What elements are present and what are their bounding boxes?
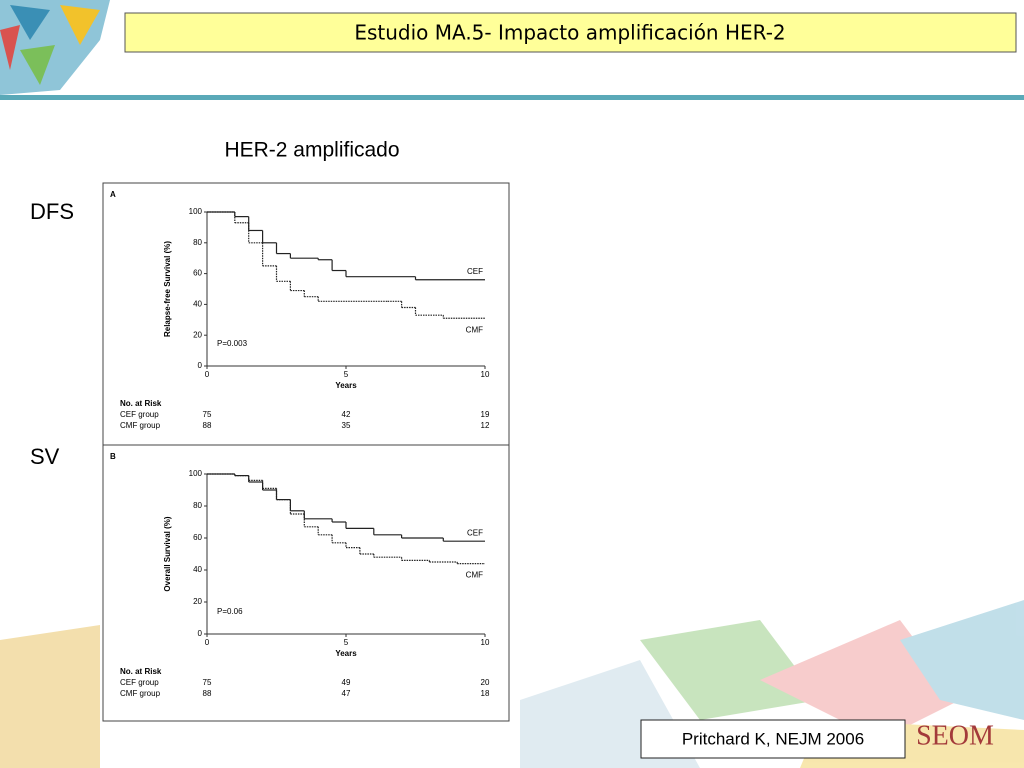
series-label: CMF: [466, 571, 483, 580]
x-tick-label: 0: [205, 638, 210, 647]
risk-count: 75: [203, 410, 212, 419]
series-label: CMF: [466, 325, 483, 334]
row-label: SV: [30, 444, 60, 469]
y-tick-label: 80: [193, 501, 202, 510]
risk-count: 42: [342, 410, 351, 419]
y-tick-label: 20: [193, 597, 202, 606]
series-label: CEF: [467, 528, 483, 537]
y-tick-label: 100: [189, 207, 203, 216]
x-tick-label: 5: [344, 370, 349, 379]
panel-label: B: [110, 452, 116, 461]
y-tick-label: 0: [198, 361, 203, 370]
x-tick-label: 10: [481, 638, 490, 647]
risk-count: 47: [342, 689, 351, 698]
risk-count: 12: [481, 421, 490, 430]
risk-count: 19: [481, 410, 490, 419]
x-axis-title: Years: [335, 649, 357, 658]
risk-count: 88: [203, 421, 212, 430]
slide-title: Estudio MA.5- Impacto amplificación HER-…: [354, 21, 785, 45]
annotation: P=0.003: [217, 339, 248, 348]
x-tick-label: 5: [344, 638, 349, 647]
title-box: [124, 12, 1017, 53]
y-tick-label: 20: [193, 330, 202, 339]
x-axis-title: Years: [335, 381, 357, 390]
panel-label: A: [110, 190, 116, 199]
y-tick-label: 80: [193, 238, 202, 247]
row-label: DFS: [30, 199, 74, 224]
header-rule: [0, 95, 1024, 100]
risk-row-label: CMF group: [120, 689, 161, 698]
subtitle: HER-2 amplificado: [224, 139, 399, 162]
annotation: P=0.06: [217, 607, 243, 616]
y-tick-label: 40: [193, 565, 202, 574]
risk-count: 35: [342, 421, 351, 430]
risk-count: 88: [203, 689, 212, 698]
mosaic-top: [0, 0, 110, 95]
risk-count: 20: [481, 678, 490, 687]
panel-frame: [102, 182, 510, 446]
risk-table-title: No. at Risk: [120, 399, 162, 408]
logo: SEOM: [916, 720, 994, 751]
y-tick-label: 100: [189, 469, 203, 478]
y-axis-title: Relapse-free Survival (%): [163, 241, 172, 337]
risk-table-title: No. at Risk: [120, 667, 162, 676]
series-label: CEF: [467, 267, 483, 276]
y-tick-label: 60: [193, 269, 202, 278]
y-tick-label: 60: [193, 533, 202, 542]
risk-row-label: CEF group: [120, 410, 159, 419]
x-tick-label: 10: [481, 370, 490, 379]
y-tick-label: 0: [198, 629, 203, 638]
y-axis-title: Overall Survival (%): [163, 516, 172, 591]
risk-count: 49: [342, 678, 351, 687]
panel-frame: [102, 444, 510, 722]
x-tick-label: 0: [205, 370, 210, 379]
risk-count: 18: [481, 689, 490, 698]
risk-row-label: CMF group: [120, 421, 161, 430]
risk-row-label: CEF group: [120, 678, 159, 687]
risk-count: 75: [203, 678, 212, 687]
citation-box: [640, 719, 906, 759]
y-tick-label: 40: [193, 300, 202, 309]
citation: Pritchard K, NEJM 2006: [682, 729, 864, 748]
